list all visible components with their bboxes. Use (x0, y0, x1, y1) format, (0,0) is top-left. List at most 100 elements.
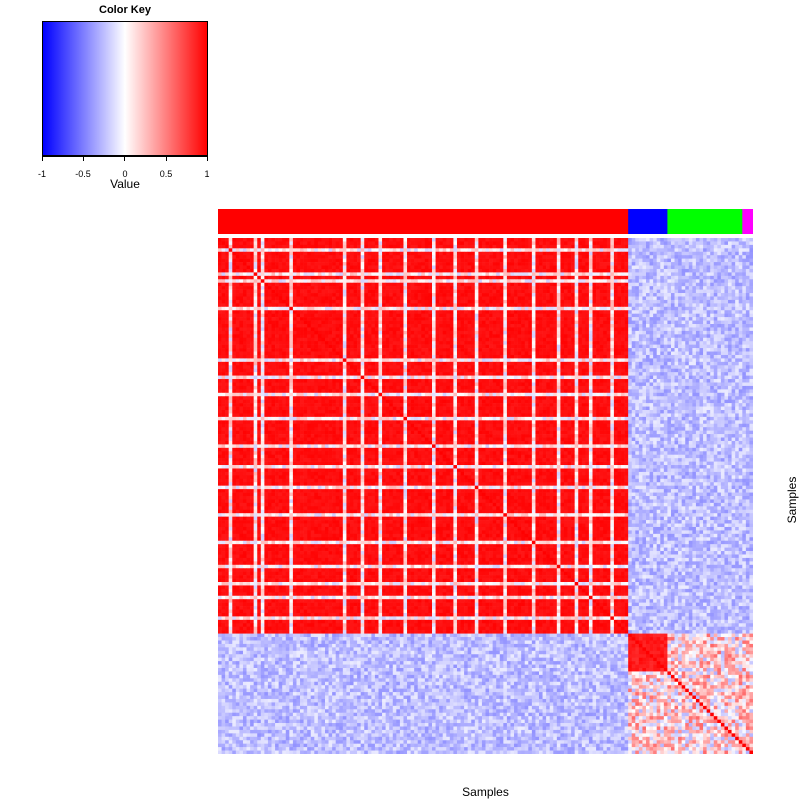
heatmap-cell (328, 286, 333, 290)
heatmap-cell (357, 313, 361, 318)
heatmap-cell (567, 268, 572, 273)
heatmap-cell (638, 344, 643, 349)
heatmap-cell (275, 248, 279, 253)
heatmap-cell (528, 289, 533, 294)
heatmap-cell (503, 286, 508, 290)
heatmap-cell (585, 330, 590, 335)
heatmap-cell (464, 275, 468, 280)
heatmap-cell (242, 303, 247, 308)
heatmap-cell (610, 279, 615, 284)
heatmap-cell (599, 272, 604, 277)
heatmap-cell (603, 289, 608, 294)
heatmap-cell (521, 248, 526, 253)
heatmap-cell (392, 268, 397, 273)
heatmap-cell (492, 313, 497, 318)
heatmap-cell (646, 296, 650, 301)
heatmap-cell (606, 334, 611, 339)
heatmap-cell (478, 324, 483, 328)
heatmap-cell (300, 296, 304, 301)
heatmap-cell (692, 272, 697, 277)
heatmap-cell (681, 317, 686, 321)
heatmap-cell (578, 317, 583, 321)
heatmap-cell (571, 327, 575, 332)
heatmap-cell (314, 265, 319, 270)
heatmap-cell (735, 265, 740, 270)
heatmap-cell (371, 275, 376, 280)
heatmap-cell (663, 241, 668, 246)
heatmap-cell (260, 299, 265, 304)
heatmap-cell (278, 241, 283, 246)
heatmap-cell (357, 279, 361, 284)
heatmap-cell (260, 313, 265, 318)
heatmap-cell (235, 289, 240, 294)
heatmap-cell (424, 248, 429, 253)
heatmap-cell (724, 251, 729, 256)
heatmap-cell (628, 255, 633, 259)
heatmap-cell (703, 299, 707, 304)
heatmap-cell (307, 272, 312, 277)
heatmap-cell (685, 279, 690, 284)
heatmap-cell (728, 296, 732, 301)
heatmap-cell (307, 299, 312, 304)
heatmap-cell (685, 248, 690, 253)
heatmap-cell (642, 272, 647, 277)
heatmap-cell (706, 289, 711, 294)
heatmap-cell (524, 248, 529, 253)
heatmap-cell (453, 324, 458, 328)
heatmap-cell (300, 313, 304, 318)
heatmap-cell (656, 251, 661, 256)
heatmap-cell (546, 248, 550, 253)
heatmap-cell (553, 289, 558, 294)
heatmap-cell (253, 265, 258, 270)
heatmap-cell (414, 330, 419, 335)
heatmap-cell (706, 248, 711, 253)
heatmap-cell (481, 241, 486, 246)
heatmap-cell (239, 299, 244, 304)
heatmap-cell (346, 262, 351, 266)
heatmap-cell (474, 272, 479, 277)
heatmap-cell (653, 251, 657, 256)
heatmap-cell (218, 306, 222, 311)
heatmap-cell (435, 268, 440, 273)
heatmap-cell (667, 330, 672, 335)
heatmap-cell (635, 268, 640, 273)
heatmap-cell (267, 275, 272, 280)
heatmap-cell (535, 272, 540, 277)
heatmap-cell (439, 258, 443, 263)
heatmap-cell (728, 348, 732, 352)
heatmap-cell (435, 282, 440, 287)
heatmap-cell (503, 289, 508, 294)
heatmap-cell (417, 296, 422, 301)
heatmap-cell (346, 320, 351, 325)
heatmap-cell (314, 258, 319, 263)
heatmap-cell (642, 303, 647, 308)
heatmap-cell (731, 324, 736, 328)
heatmap-cell (235, 341, 240, 345)
heatmap-cell (635, 282, 640, 287)
heatmap-cell (506, 289, 511, 294)
heatmap-cell (317, 303, 322, 308)
heatmap-cell (638, 324, 643, 328)
heatmap-cell (649, 258, 654, 263)
heatmap-cell (439, 337, 443, 342)
heatmap-cell (749, 327, 753, 332)
heatmap-cell (378, 306, 383, 311)
heatmap-cell (382, 282, 386, 287)
heatmap-cell (667, 258, 672, 263)
heatmap-cell (628, 296, 633, 301)
heatmap-cell (517, 296, 522, 301)
heatmap-cell (510, 337, 515, 342)
heatmap-cell (282, 272, 287, 277)
heatmap-cell (667, 244, 672, 249)
heatmap-cell (506, 320, 511, 325)
heatmap-cell (585, 286, 590, 290)
heatmap-cell (578, 241, 583, 246)
heatmap-cell (581, 293, 586, 297)
heatmap-cell (731, 244, 736, 249)
heatmap-cell (242, 310, 247, 314)
heatmap-cell (724, 303, 729, 308)
heatmap-cell (688, 241, 693, 246)
heatmap-cell (250, 289, 254, 294)
heatmap-cell (396, 299, 401, 304)
heatmap-cell (599, 282, 604, 287)
